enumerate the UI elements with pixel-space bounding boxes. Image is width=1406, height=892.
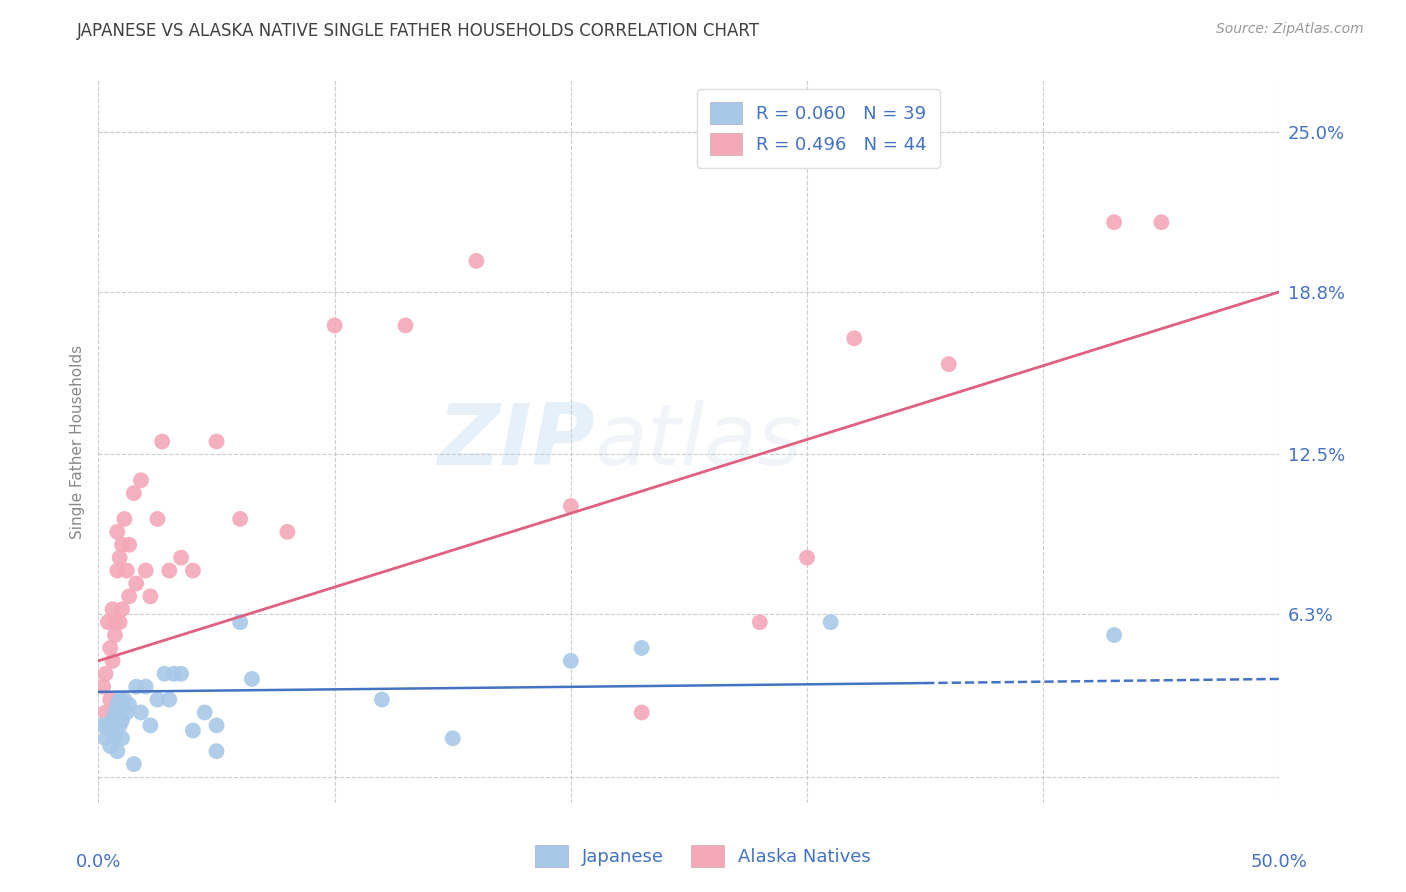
Point (938, 357, 960, 371)
Point (125, 680, 148, 694)
Text: atlas: atlas (595, 400, 803, 483)
Text: ZIP: ZIP (437, 400, 595, 483)
Point (371, 692, 394, 706)
Point (276, 524, 298, 539)
Point (98, 723, 121, 738)
Text: 0.0%: 0.0% (76, 854, 121, 871)
Point (97, 718, 120, 732)
Point (796, 550, 818, 565)
Point (112, 692, 135, 706)
Point (1102, 628, 1125, 642)
Point (108, 615, 131, 630)
Point (240, 672, 263, 686)
Point (129, 473, 152, 487)
Point (820, 615, 842, 630)
Point (104, 729, 127, 743)
Point (181, 723, 204, 738)
Point (101, 654, 124, 668)
Point (104, 615, 127, 630)
Point (98, 692, 121, 706)
Point (105, 524, 128, 539)
Point (1150, 215, 1173, 229)
Point (111, 538, 134, 552)
Point (111, 731, 134, 746)
Y-axis label: Single Father Households: Single Father Households (69, 344, 84, 539)
Legend: R = 0.060   N = 39, R = 0.496   N = 44: R = 0.060 N = 39, R = 0.496 N = 44 (697, 89, 939, 168)
Point (91, 680, 114, 694)
Point (229, 512, 252, 526)
Point (94, 706, 117, 720)
Point (194, 706, 217, 720)
Point (205, 718, 228, 732)
Legend: Japanese, Alaska Natives: Japanese, Alaska Natives (527, 838, 879, 874)
Point (105, 744, 128, 758)
Point (441, 731, 464, 746)
Text: 50.0%: 50.0% (1251, 854, 1308, 871)
Point (108, 718, 131, 732)
Point (157, 692, 180, 706)
Point (122, 486, 145, 500)
Point (139, 718, 162, 732)
Point (98, 640, 121, 655)
Point (560, 654, 582, 668)
Point (105, 564, 128, 578)
Point (465, 254, 488, 268)
Point (181, 564, 204, 578)
Point (157, 564, 180, 578)
Point (118, 538, 141, 552)
Point (94, 666, 117, 681)
Point (125, 576, 148, 591)
Point (844, 331, 866, 345)
Point (101, 713, 124, 727)
Point (118, 698, 141, 712)
Point (394, 318, 416, 333)
Point (104, 706, 127, 720)
Point (112, 512, 135, 526)
Point (630, 640, 652, 655)
Point (205, 744, 228, 758)
Point (101, 602, 124, 616)
Point (98, 739, 121, 753)
Point (122, 757, 145, 772)
Point (560, 499, 582, 513)
Point (205, 434, 228, 449)
Point (135, 680, 157, 694)
Point (97, 615, 120, 630)
Point (118, 590, 141, 604)
Point (94, 731, 117, 746)
Point (163, 666, 186, 681)
Point (170, 550, 193, 565)
Point (115, 564, 138, 578)
Point (229, 615, 252, 630)
Point (111, 713, 134, 727)
Text: Source: ZipAtlas.com: Source: ZipAtlas.com (1216, 22, 1364, 37)
Point (146, 512, 169, 526)
Point (111, 602, 134, 616)
Point (135, 564, 157, 578)
Point (1102, 215, 1125, 229)
Point (153, 666, 176, 681)
Point (170, 666, 193, 681)
Point (115, 706, 138, 720)
Point (105, 698, 128, 712)
Point (129, 706, 152, 720)
Point (108, 550, 131, 565)
Point (104, 628, 127, 642)
Point (108, 692, 131, 706)
Point (150, 434, 173, 449)
Point (323, 318, 346, 333)
Point (139, 590, 162, 604)
Point (748, 615, 770, 630)
Point (91, 718, 114, 732)
Point (146, 692, 169, 706)
Text: JAPANESE VS ALASKA NATIVE SINGLE FATHER HOUSEHOLDS CORRELATION CHART: JAPANESE VS ALASKA NATIVE SINGLE FATHER … (77, 22, 761, 40)
Point (630, 706, 652, 720)
